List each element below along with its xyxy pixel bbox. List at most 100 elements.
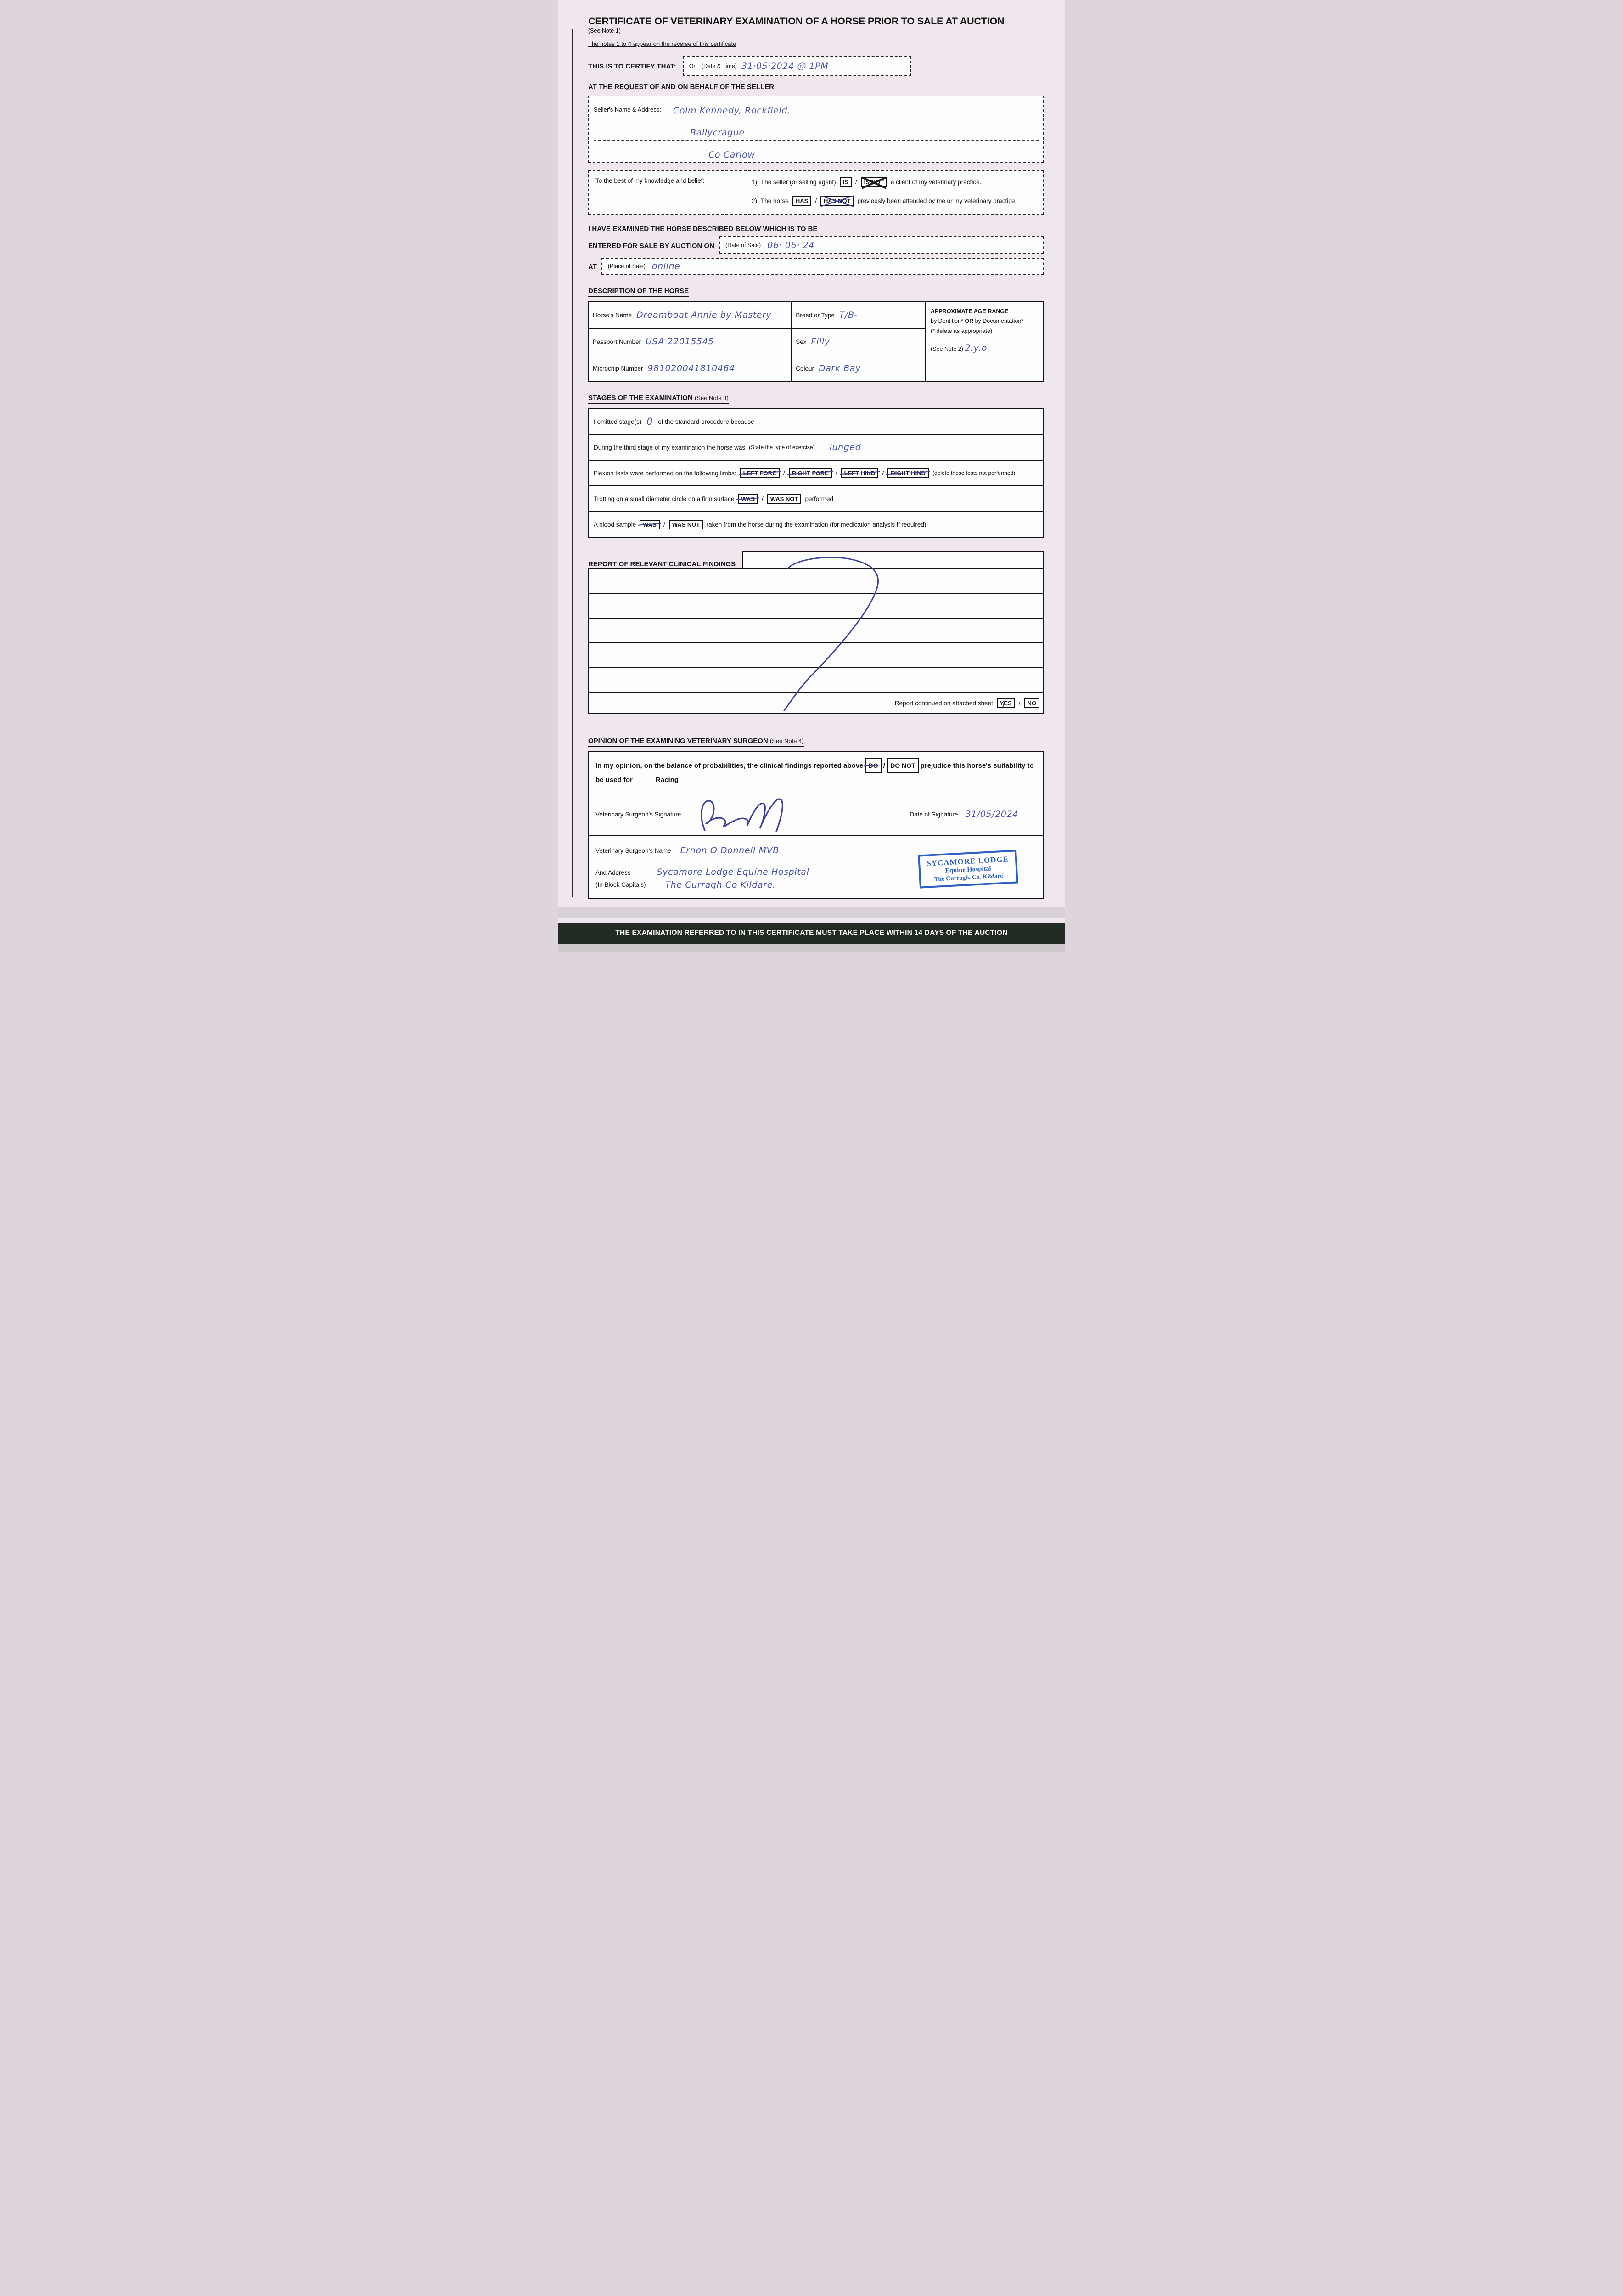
place-of-sale-label: (Place of Sale)	[607, 263, 646, 270]
seller-box: Seller's Name & Address: Colm Kennedy, R…	[588, 96, 1044, 163]
flexion-row: Flexion tests were performed on the foll…	[589, 461, 1043, 486]
age-by-dentition: by Dentition*	[931, 318, 963, 325]
flexion-post: (delete those tests not performed)	[932, 470, 1016, 476]
examined-heading: I HAVE EXAMINED THE HORSE DESCRIBED BELO…	[588, 225, 818, 233]
address-label-2: (In Block Capitals)	[595, 881, 646, 888]
certify-row: THIS IS TO CERTIFY THAT: On : (Date & Ti…	[588, 56, 1044, 76]
footer-banner: THE EXAMINATION REFERRED TO IN THIS CERT…	[558, 923, 1065, 944]
belief-label: To the best of my knowledge and belief:	[595, 177, 705, 184]
opinion-sep: /	[883, 762, 885, 770]
certificate-page: CERTIFICATE OF VETERINARY EXAMINATION OF…	[558, 0, 1065, 952]
notes-reverse-line: The notes 1 to 4 appear on the reverse o…	[588, 40, 736, 47]
see-note-1: (See Note 1)	[588, 28, 621, 34]
colour-value: Dark Bay	[819, 363, 861, 373]
trotting-sep: /	[762, 495, 764, 502]
seller-label: Seller's Name & Address:	[594, 106, 661, 113]
vet-name-value: Ernon O Donnell MVB	[680, 845, 779, 855]
date-of-sale-value: 06· 06· 24	[767, 240, 814, 250]
vet-name-row: Veterinary Surgeon's Name Ernon O Donnel…	[589, 836, 1043, 865]
is-not-box-struck: IS NOT	[860, 177, 887, 187]
belief-item-1-post: a client of my veterinary practice.	[891, 179, 982, 186]
stages-heading-wrap: STAGES OF THE EXAMINATION (See Note 3)	[588, 394, 729, 404]
entered-label: ENTERED FOR SALE BY AUCTION ON	[588, 242, 715, 250]
belief-item-1-sep: /	[855, 179, 857, 186]
belief-item-1-pre: The seller (or selling agent)	[761, 179, 836, 186]
microchip-value: 981020041810464	[647, 363, 735, 373]
belief-item-2-sep: /	[815, 197, 817, 204]
report-line	[589, 668, 1043, 693]
opinion-box: In my opinion, on the balance of probabi…	[588, 751, 1044, 899]
has-not-box-struck: HAS NOT	[820, 196, 854, 206]
address-line-1: Sycamore Lodge Equine Hospital	[657, 867, 809, 877]
report-continued-sep: /	[1018, 699, 1021, 707]
flexion-sep-1: /	[783, 469, 785, 477]
table-row: Passport Number USA 22015545 Sex Filly	[589, 329, 925, 355]
blood-was-not-box: WAS NOT	[668, 519, 703, 529]
request-heading: AT THE REQUEST OF AND ON BEHALF OF THE S…	[588, 83, 774, 91]
place-of-sale-row: AT (Place of Sale) online	[588, 258, 1044, 275]
date-of-sale-field: (Date of Sale) 06· 06· 24	[719, 236, 1044, 254]
trotting-was-not-box: WAS NOT	[767, 494, 802, 504]
colour-label: Colour	[796, 365, 814, 372]
clinical-findings-section: REPORT OF RELEVANT CLINICAL FINDINGS Rep…	[588, 551, 1044, 714]
belief-item-2-post: previously been attended by me or my vet…	[857, 197, 1017, 204]
report-no-box: NO	[1024, 698, 1039, 708]
signature-row: Veterinary Surgeon's Signature Date of S…	[589, 793, 1043, 836]
signature-label: Veterinary Surgeon's Signature	[595, 810, 681, 818]
report-line	[589, 619, 1043, 643]
address-label: And Address	[595, 869, 631, 876]
microchip-label: Microchip Number	[593, 365, 643, 372]
opinion-paragraph: In my opinion, on the balance of probabi…	[589, 752, 1043, 793]
vet-address-row: And Address (In Block Capitals) Sycamore…	[589, 850, 1043, 898]
report-line	[589, 594, 1043, 619]
description-heading: DESCRIPTION OF THE HORSE	[588, 287, 689, 297]
trotting-pre: Trotting on a small diameter circle on a…	[594, 495, 735, 502]
table-row: Horse's Name Dreamboat Annie by Mastery …	[589, 302, 925, 329]
flexion-pre: Flexion tests were performed on the foll…	[594, 469, 736, 477]
entered-for-sale-row: ENTERED FOR SALE BY AUCTION ON (Date of …	[588, 236, 1044, 254]
stages-heading-note: (See Note 3)	[694, 394, 729, 401]
age-range-cell: APPROXIMATE AGE RANGE by Dentition* OR b…	[925, 302, 1043, 381]
seller-row-3: Co Carlow	[594, 141, 1039, 162]
belief-items: 1) The seller (or selling agent) IS / IS…	[752, 177, 1037, 206]
exercise-value: lunged	[829, 442, 861, 452]
right-hind-box-struck: RIGHT HIND	[887, 468, 929, 478]
stages-box: I omitted stage(s) 0 of the standard pro…	[588, 408, 1044, 538]
has-box: HAS	[792, 196, 812, 206]
seller-row-1: Seller's Name & Address: Colm Kennedy, R…	[594, 96, 1039, 118]
third-stage-pre: During the third stage of my examination…	[594, 444, 746, 451]
place-of-sale-value: online	[651, 261, 680, 271]
page-title: CERTIFICATE OF VETERINARY EXAMINATION OF…	[588, 16, 1005, 27]
age-range-method: by Dentition* OR by Documentation*	[931, 316, 1039, 326]
scan-bottom-strip	[558, 944, 1065, 952]
left-hind-box-struck: LEFT HIND	[841, 468, 879, 478]
seller-line-2: Ballycrague	[690, 128, 745, 138]
age-by-documentation: by Documentation*	[975, 318, 1024, 325]
address-line-2: The Curragh Co Kildare.	[665, 880, 776, 890]
blood-pre: A blood sample	[594, 521, 636, 528]
used-for-value: Racing	[656, 776, 679, 784]
belief-item-1-num: 1)	[752, 179, 758, 186]
at-label: AT	[588, 263, 597, 271]
breed-label: Breed or Type	[796, 311, 835, 319]
flexion-sep-2: /	[835, 469, 837, 477]
belief-item-2-num: 2)	[752, 197, 758, 204]
age-or: OR	[965, 318, 974, 325]
date-time-field: On : (Date & Time) 31·05·2024 @ 1PM	[682, 56, 911, 76]
age-range-heading: APPROXIMATE AGE RANGE	[931, 308, 1009, 315]
vet-signature	[701, 798, 784, 832]
date-time-value: 31·05·2024 @ 1PM	[741, 61, 829, 71]
report-line	[589, 643, 1043, 668]
left-fore-box-struck: LEFT FORE	[740, 468, 780, 478]
third-stage-note: (State the type of exercise)	[749, 444, 815, 450]
sex-label: Sex	[796, 338, 807, 345]
report-first-line	[742, 551, 1044, 568]
description-table: Horse's Name Dreamboat Annie by Mastery …	[588, 301, 1044, 382]
table-row: Microchip Number 981020041810464 Colour …	[589, 355, 925, 381]
report-continued-label: Report continued on attached sheet	[894, 699, 993, 707]
blood-sep: /	[663, 521, 665, 528]
opinion-heading: OPINION OF THE EXAMINING VETERINARY SURG…	[588, 737, 768, 745]
trotting-was-box-struck: WAS	[738, 494, 758, 504]
opinion-heading-note: (See Note 4)	[769, 737, 804, 744]
passport-value: USA 22015545	[646, 337, 714, 347]
